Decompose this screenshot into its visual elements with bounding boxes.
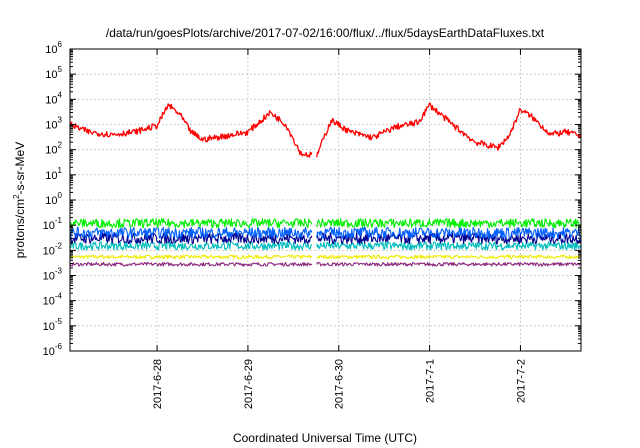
y-tick-label: 101 — [45, 166, 62, 182]
y-tick-label: 10-4 — [43, 292, 63, 308]
y-tick-label: 105 — [45, 65, 62, 81]
series-line-6 — [69, 254, 582, 260]
y-axis-label: protons/cm2-s-sr-MeV — [12, 142, 27, 258]
x-axis-label: Coordinated Universal Time (UTC) — [233, 431, 417, 445]
x-tick-label: 2017-6-30 — [334, 359, 346, 409]
series-line-3 — [69, 226, 582, 239]
series-line-7 — [69, 261, 582, 267]
y-tick-label: 10-5 — [43, 317, 63, 333]
x-tick-label: 2017-7-2 — [515, 359, 527, 403]
x-tick-label: 2017-6-29 — [243, 359, 255, 409]
x-tick-label: 2017-6-28 — [152, 359, 164, 409]
axis-ticks: 10-6 10-5 10-4 10-3 10-2 10-1 100 101 102 103 104 1… — [43, 40, 581, 409]
series-line-2 — [69, 218, 582, 229]
plot-series — [69, 102, 582, 267]
x-tick-label: 2017-7-1 — [425, 359, 437, 403]
y-tick-label: 10-1 — [43, 216, 63, 232]
y-tick-label: 102 — [45, 141, 62, 157]
y-tick-label: 100 — [45, 191, 62, 207]
y-tick-label: 104 — [45, 90, 62, 106]
series-line-5 — [69, 241, 582, 251]
series-line-1 — [69, 102, 582, 158]
y-tick-label: 10-2 — [43, 241, 63, 257]
y-tick-label: 10-3 — [43, 267, 63, 283]
chart-title: /data/run/goesPlots/archive/2017-07-02/1… — [106, 26, 545, 40]
y-tick-label: 106 — [45, 40, 62, 56]
y-tick-label: 103 — [45, 116, 62, 132]
y-tick-label: 10-6 — [43, 342, 63, 358]
